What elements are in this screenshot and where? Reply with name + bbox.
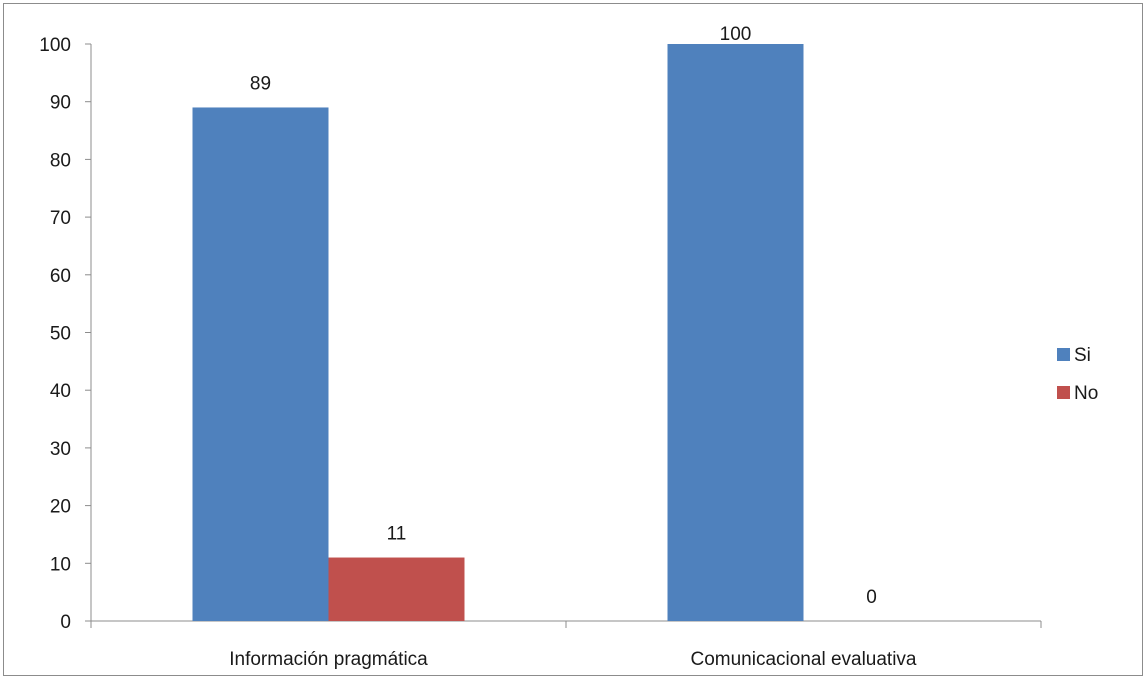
data-label: 100 [720,24,752,45]
y-tick-label: 100 [39,35,71,56]
y-tick-label: 10 [50,554,71,575]
data-label: 89 [250,73,271,94]
data-label: 0 [866,587,877,608]
y-tick-label: 40 [50,381,71,402]
y-tick-label: 50 [50,324,71,345]
y-tick-label: 90 [50,93,71,114]
legend-swatch-si [1057,348,1070,361]
y-tick-label: 20 [50,497,71,518]
y-tick-label: 0 [60,612,71,633]
bar-no-1 [328,557,465,621]
legend-label-no: No [1074,383,1098,404]
y-tick-label: 30 [50,439,71,460]
legend: Si No [1057,345,1098,404]
y-tick-label: 80 [50,150,71,171]
data-label: 11 [387,524,407,545]
legend-label-si: Si [1074,345,1091,366]
legend-swatch-no [1057,386,1070,399]
y-tick-label: 70 [50,208,71,229]
x-category-label: Información pragmática [229,649,428,670]
bar-si-2 [667,44,804,621]
labels-layer: 0 10 20 30 40 50 60 70 80 90 100 89 11 Información pr… [39,24,917,670]
bars-layer [192,44,804,622]
x-category-label: Comunicacional evaluativa [690,649,916,670]
bar-si-1 [192,107,329,622]
y-tick-label: 60 [50,266,71,287]
